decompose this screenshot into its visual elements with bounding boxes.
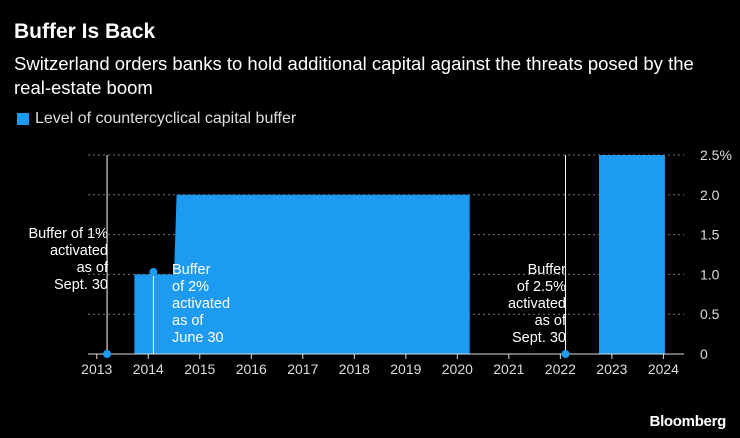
annotation-line-text: of 2% bbox=[172, 279, 209, 295]
y-tick-label: 0 bbox=[700, 346, 708, 362]
x-tick-label: 2020 bbox=[442, 361, 473, 377]
annotation-line-text: Sept. 30 bbox=[512, 330, 566, 346]
x-tick-label: 2021 bbox=[493, 361, 524, 377]
annotation-line-text: of 2.5% bbox=[517, 279, 566, 295]
annotation-marker bbox=[561, 350, 570, 358]
y-tick-label: 1.0 bbox=[700, 266, 720, 282]
y-tick-label: 0.5 bbox=[700, 306, 720, 322]
annotation-marker bbox=[149, 268, 158, 276]
annotation-line-text: Buffer bbox=[528, 262, 567, 278]
x-tick-label: 2015 bbox=[184, 361, 215, 377]
x-tick-label: 2013 bbox=[81, 361, 112, 377]
x-tick-label: 2014 bbox=[133, 361, 164, 377]
x-tick-label: 2016 bbox=[236, 361, 267, 377]
annotation-label: Buffer of 2% activated as of June 30 bbox=[172, 262, 230, 346]
annotation-label: Buffer of 1% activated as of Sept. 30 bbox=[28, 226, 109, 293]
x-tick-label: 2017 bbox=[287, 361, 318, 377]
annotation-line-text: Sept. 30 bbox=[54, 277, 108, 293]
y-tick-label: 2.0 bbox=[700, 187, 720, 203]
annotation-line-text: as of bbox=[77, 260, 109, 276]
annotation-line-text: as of bbox=[172, 313, 204, 329]
annotation-marker bbox=[103, 350, 112, 358]
annotation-line-text: activated bbox=[508, 296, 566, 312]
annotation-line-text: Buffer bbox=[172, 262, 211, 278]
x-tick-label: 2018 bbox=[339, 361, 370, 377]
legend: Level of countercyclical capital buffer bbox=[17, 110, 296, 128]
annotation-line-text: Buffer of 1% bbox=[28, 226, 108, 242]
annotation-line-text: June 30 bbox=[172, 330, 224, 346]
y-tick-label: 2.5% bbox=[700, 147, 732, 163]
x-tick-label: 2024 bbox=[648, 361, 679, 377]
legend-swatch bbox=[17, 113, 29, 125]
annotation-label: Buffer of 2.5% activated as of Sept. 30 bbox=[508, 262, 567, 346]
y-tick-label: 1.5 bbox=[700, 227, 720, 243]
chart-subtitle: Switzerland orders banks to hold additio… bbox=[14, 53, 694, 98]
brand-logo: Bloomberg bbox=[649, 413, 727, 430]
annotation-line-text: as of bbox=[535, 313, 567, 329]
buffer-area bbox=[107, 155, 665, 354]
annotation-line-text: activated bbox=[50, 243, 108, 259]
x-tick-label: 2023 bbox=[596, 361, 627, 377]
x-tick-label: 2019 bbox=[390, 361, 421, 377]
x-tick-label: 2022 bbox=[545, 361, 576, 377]
chart-title: Buffer Is Back bbox=[14, 20, 156, 43]
annotation-line-text: activated bbox=[172, 296, 230, 312]
legend-label: Level of countercyclical capital buffer bbox=[35, 110, 297, 127]
